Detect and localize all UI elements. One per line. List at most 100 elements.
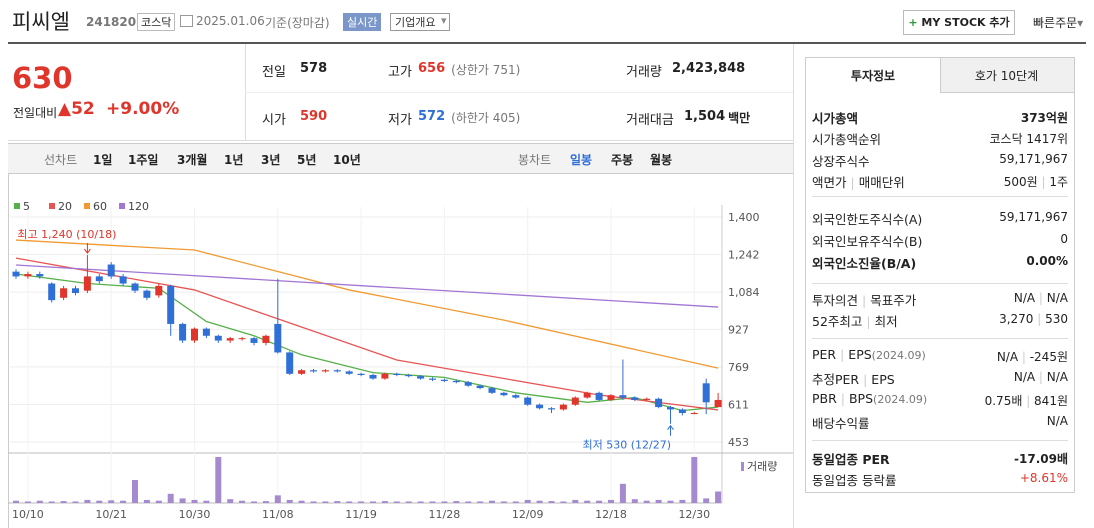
quote-label: 저가 bbox=[388, 113, 412, 128]
legend-swatch bbox=[14, 203, 20, 209]
volume-bar bbox=[310, 501, 317, 503]
separator: | bbox=[846, 175, 859, 190]
realtime-button[interactable]: 실시간 bbox=[343, 13, 382, 31]
period-button[interactable]: 10년 bbox=[333, 153, 361, 167]
note: (2024.09) bbox=[873, 393, 928, 406]
group-divider bbox=[812, 283, 1068, 284]
volume-bar bbox=[477, 501, 484, 503]
volume-bar bbox=[251, 501, 257, 503]
info-label: 외국인소진율(B/A) bbox=[812, 253, 916, 272]
legend-label: 5 bbox=[23, 200, 30, 213]
candle-button[interactable]: 월봉 bbox=[650, 153, 673, 167]
period-button[interactable]: 5년 bbox=[297, 153, 317, 167]
period-button[interactable]: 3개월 bbox=[177, 153, 208, 167]
candle-body bbox=[667, 407, 674, 410]
group-divider bbox=[812, 338, 1068, 339]
period-button[interactable]: 1주일 bbox=[128, 153, 159, 167]
candle-body bbox=[714, 399, 722, 408]
separator: | bbox=[1035, 370, 1047, 384]
info-label: 외국인보유주식수(B) bbox=[812, 231, 922, 250]
info-label: 시가총액순위 bbox=[812, 129, 881, 148]
candle-body bbox=[48, 283, 56, 301]
info-value: 500원 | 1주 bbox=[1004, 173, 1068, 190]
info-label: 투자의견 | 목표주가 bbox=[812, 290, 916, 309]
value-part: 59,171,967 bbox=[999, 210, 1068, 224]
candle-button[interactable]: 주봉 bbox=[611, 153, 634, 167]
candle-body bbox=[429, 378, 436, 380]
info-label: 동일업종 등락률 bbox=[812, 470, 896, 489]
candle-body bbox=[131, 283, 139, 291]
volume-bar bbox=[465, 501, 472, 503]
label-part: 외국인한도주식수(A) bbox=[812, 212, 923, 227]
volume-bar bbox=[667, 500, 674, 503]
candle-button[interactable]: 일봉 bbox=[570, 153, 593, 167]
quote-box bbox=[8, 44, 793, 141]
volume-bar bbox=[191, 499, 198, 503]
y-tick-label: 927 bbox=[728, 323, 749, 336]
label-part: 시가총액 bbox=[812, 111, 859, 126]
info-value: -17.09배 bbox=[1014, 450, 1068, 467]
volume-bar bbox=[643, 500, 650, 503]
quote-sub: (상한가 751) bbox=[451, 63, 521, 77]
volume-bar bbox=[227, 499, 234, 503]
candle-body bbox=[500, 392, 508, 396]
label-part: 외국인소진율(B/A) bbox=[812, 256, 917, 271]
y-tick-label: 453 bbox=[728, 436, 749, 449]
dropdown-arrow: ▾ bbox=[1077, 16, 1084, 30]
candle-body bbox=[571, 397, 579, 405]
candle-body bbox=[107, 264, 115, 277]
volume-bar bbox=[500, 501, 507, 503]
tab-active[interactable]: 투자정보 bbox=[850, 69, 896, 83]
candle-body bbox=[690, 413, 698, 415]
candle-body bbox=[524, 397, 532, 405]
separator: | bbox=[1018, 350, 1030, 364]
candle-body bbox=[631, 397, 639, 400]
my-stock-button[interactable]: + MY STOCK 추가 bbox=[903, 10, 1015, 35]
value-part: -17.09배 bbox=[1014, 452, 1068, 466]
x-tick-label: 12/09 bbox=[512, 508, 544, 521]
candle-body bbox=[512, 395, 520, 398]
quote-value: 656 bbox=[418, 61, 446, 76]
x-tick-label: 11/19 bbox=[345, 508, 377, 521]
info-value: N/A | -245원 bbox=[997, 348, 1068, 365]
plus-icon: + bbox=[908, 16, 922, 29]
label-part: 동일업종 PER bbox=[812, 452, 890, 467]
candle-body bbox=[119, 276, 127, 284]
volume-bar bbox=[215, 457, 222, 503]
candle-body bbox=[202, 328, 210, 336]
candle-body bbox=[595, 392, 603, 400]
high-arrow bbox=[84, 243, 91, 254]
quick-order[interactable]: 빠른주문▾ bbox=[1033, 14, 1083, 31]
volume-bar bbox=[36, 500, 43, 503]
high-annotation: 최고 1,240 (10/18) bbox=[17, 228, 116, 241]
value-part: N/A bbox=[1013, 291, 1036, 305]
value-part: 0.75배 bbox=[984, 394, 1023, 408]
volume-bar bbox=[298, 500, 305, 503]
separator: | bbox=[1022, 394, 1035, 408]
tab[interactable]: 호가 10단계 bbox=[974, 69, 1039, 83]
volume-bar bbox=[631, 499, 638, 503]
volume-bar bbox=[370, 501, 376, 503]
period-button[interactable]: 3년 bbox=[261, 153, 281, 167]
overview-button[interactable]: 기업개요 ▾ bbox=[390, 13, 451, 31]
calendar-icon bbox=[180, 15, 193, 27]
volume-bar bbox=[358, 501, 365, 503]
value-part: +8.61% bbox=[1019, 471, 1068, 485]
change-pct: +9.00% bbox=[106, 99, 180, 119]
market-badge: 코스닥 bbox=[137, 13, 176, 31]
volume-bar bbox=[417, 501, 424, 503]
label-part: EPS bbox=[848, 347, 872, 362]
volume-bar bbox=[72, 501, 79, 503]
stock-name: 피씨엘 bbox=[12, 10, 70, 34]
separator: | bbox=[1033, 312, 1046, 326]
volume-bar bbox=[453, 501, 460, 503]
x-tick-label: 12/30 bbox=[678, 508, 710, 521]
period-button[interactable]: 1년 bbox=[224, 153, 244, 167]
note: (2024.09) bbox=[871, 349, 926, 362]
legend-label: 120 bbox=[128, 200, 149, 213]
legend-swatch bbox=[49, 203, 55, 209]
x-tick-label: 10/10 bbox=[12, 508, 44, 521]
period-button[interactable]: 1일 bbox=[93, 153, 113, 167]
divider bbox=[245, 92, 793, 93]
label-part: 외국인보유주식수(B) bbox=[812, 234, 923, 249]
